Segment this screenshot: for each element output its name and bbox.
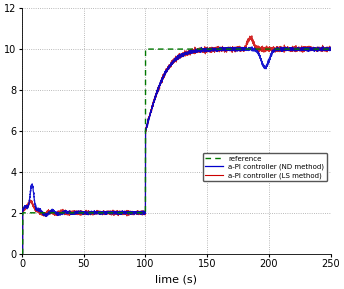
X-axis label: lime (s): lime (s) (155, 275, 197, 285)
Legend: reference, a-PI controller (ND method), a-PI controller (LS method): reference, a-PI controller (ND method), … (203, 153, 327, 181)
